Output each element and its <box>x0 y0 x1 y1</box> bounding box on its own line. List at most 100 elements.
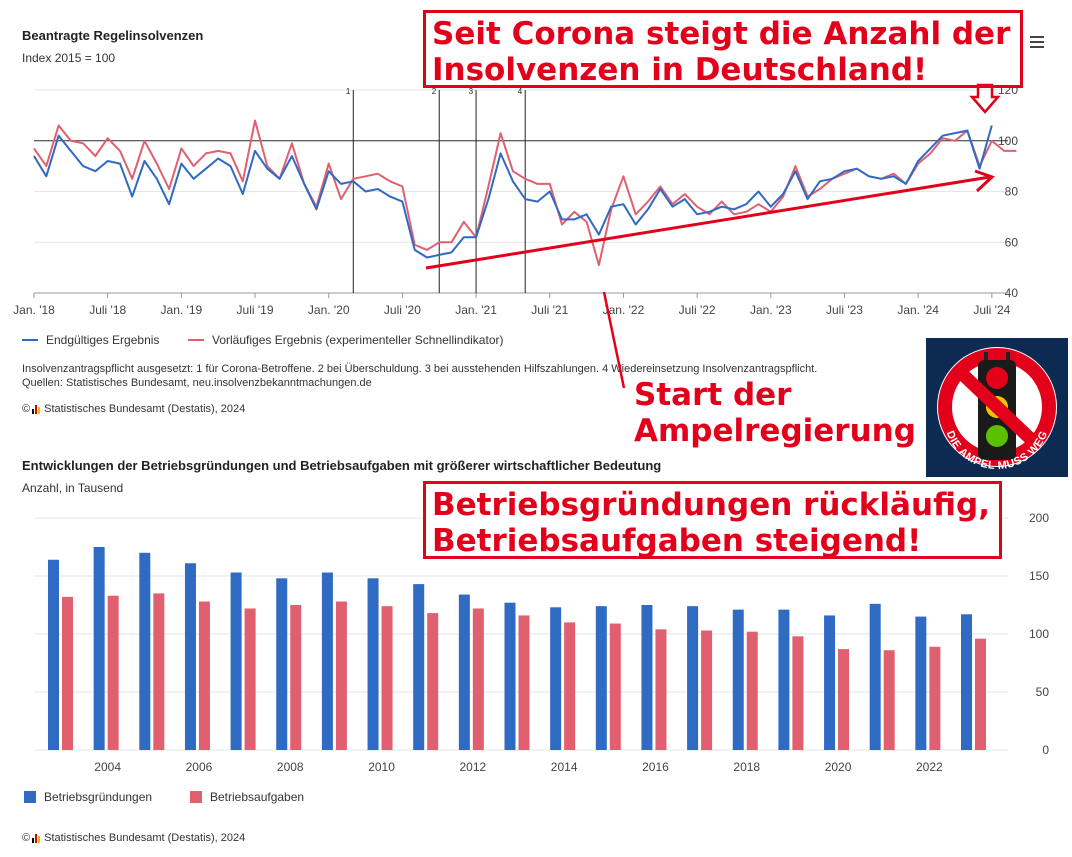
hamburger-menu-icon[interactable] <box>1030 36 1044 48</box>
chart2-title: Entwicklungen der Betriebsgründungen und… <box>22 458 662 473</box>
x-tick-label: Juli '24 <box>973 303 1010 317</box>
event-marker-label: 2 <box>432 87 437 96</box>
y-tick-label: 50 <box>1036 685 1050 699</box>
bar-closures <box>746 631 758 750</box>
x-tick-label: 2022 <box>916 760 943 774</box>
legend-line-red-icon <box>188 339 204 341</box>
bar-closures <box>518 615 530 750</box>
bar-closures <box>290 605 302 750</box>
legend-label-foundings: Betriebsgründungen <box>44 790 153 804</box>
bar-closures <box>564 622 576 750</box>
legend-label-preliminary: Vorläufiges Ergebnis (experimenteller Sc… <box>212 333 504 347</box>
y-tick-label: 200 <box>1029 511 1049 525</box>
bar-foundings <box>824 615 836 750</box>
y-tick-label: 150 <box>1029 569 1049 583</box>
legend-item-final[interactable]: Endgültiges Ergebnis <box>22 333 159 347</box>
bar-foundings <box>595 606 607 750</box>
destatis-logo-icon <box>32 404 41 414</box>
x-tick-label: Juli '23 <box>826 303 863 317</box>
bar-closures <box>838 649 850 750</box>
y-tick-label: 40 <box>1005 286 1019 300</box>
bar-closures <box>609 623 621 750</box>
chart1-source: Statistisches Bundesamt (Destatis), 2024 <box>44 403 246 415</box>
x-tick-label: Jan. '20 <box>308 303 350 317</box>
x-tick-label: Juli '21 <box>531 303 568 317</box>
traffic-light-prohibition-icon: DIE AMPEL MUSS WEG <box>937 347 1057 472</box>
x-tick-label: Jan. '22 <box>603 303 645 317</box>
bar-closures <box>107 595 119 750</box>
chart1-sources: Quellen: Statistisches Bundesamt, neu.in… <box>22 377 372 389</box>
bar-closures <box>335 601 347 750</box>
bar-closures <box>381 606 393 750</box>
annotation-bottom-line1: Betriebsgründungen rückläufig, <box>432 487 990 523</box>
legend-label-closures: Betriebsaufgaben <box>210 790 305 804</box>
annotation-middle-line1: Start der <box>634 377 792 413</box>
x-tick-label: 2012 <box>459 760 486 774</box>
bar-foundings <box>732 609 744 750</box>
legend-label-final: Endgültiges Ergebnis <box>46 333 160 347</box>
x-tick-label: 2018 <box>733 760 760 774</box>
bar-foundings <box>413 584 425 750</box>
bar-foundings <box>687 606 699 750</box>
event-marker-label: 3 <box>469 87 474 96</box>
bar-closures <box>792 636 804 750</box>
x-tick-label: Juli '20 <box>384 303 421 317</box>
legend-item-preliminary[interactable]: Vorläufiges Ergebnis (experimenteller Sc… <box>188 333 503 347</box>
bar-closures <box>883 650 895 750</box>
bar-foundings <box>367 578 379 750</box>
legend-item-closures[interactable]: Betriebsaufgaben <box>190 790 304 804</box>
bar-foundings <box>93 547 105 750</box>
legend-line-blue-icon <box>22 339 38 341</box>
bar-closures <box>153 593 165 750</box>
y-tick-label: 60 <box>1005 235 1019 249</box>
chart2-source-line: © Statistisches Bundesamt (Destatis), 20… <box>22 832 245 844</box>
y-tick-label: 100 <box>1029 627 1049 641</box>
chart1-source-line: © Statistisches Bundesamt (Destatis), 20… <box>22 403 245 415</box>
bar-foundings <box>230 572 242 750</box>
event-marker-label: 4 <box>518 87 523 96</box>
annotation-bottom-line2: Betriebsaufgaben steigend! <box>432 522 922 559</box>
y-tick-label: 0 <box>1042 743 1049 757</box>
bar-foundings <box>961 614 972 750</box>
bar-foundings <box>778 609 790 750</box>
destatis-logo-icon <box>32 833 41 843</box>
bar-closures <box>427 613 439 750</box>
x-tick-label: 2020 <box>825 760 852 774</box>
x-tick-label: 2016 <box>642 760 669 774</box>
copyright-icon: © <box>22 403 31 415</box>
x-tick-label: Jan. '24 <box>897 303 939 317</box>
bar-closures <box>929 646 941 750</box>
annotation-middle: Start der Ampelregierung <box>634 377 916 449</box>
bar-closures <box>655 629 667 750</box>
chart1-subtitle: Index 2015 = 100 <box>22 51 116 65</box>
bar-foundings <box>321 572 333 750</box>
bar-closures <box>472 608 484 750</box>
legend-box-blue-icon <box>24 791 36 803</box>
x-tick-label: Jan. '23 <box>750 303 792 317</box>
chart2-subtitle: Anzahl, in Tausend <box>22 481 124 495</box>
bar-foundings <box>184 563 196 750</box>
annotation-bottom: Betriebsgründungen rückläufig, Betriebsa… <box>423 481 1002 559</box>
chart2-source: Statistisches Bundesamt (Destatis), 2024 <box>44 832 246 844</box>
x-tick-label: 2010 <box>368 760 395 774</box>
bar-foundings <box>915 616 927 750</box>
bar-foundings <box>641 605 653 750</box>
business-bar-chart: 0 50 100 150 200 2004 2006 2008 2010 2012 2014 2016… <box>34 511 1050 774</box>
ampel-badge: DIE AMPEL MUSS WEG <box>926 338 1068 477</box>
x-tick-label: 2004 <box>94 760 121 774</box>
x-tick-label: 2014 <box>551 760 578 774</box>
bar-foundings <box>869 603 881 750</box>
bar-closures <box>62 596 73 750</box>
y-tick-label: 80 <box>1005 185 1019 199</box>
legend-item-foundings[interactable]: Betriebsgründungen <box>24 790 152 804</box>
x-tick-label: 2008 <box>277 760 304 774</box>
annotation-middle-line2: Ampelregierung <box>634 412 916 449</box>
x-tick-label: Jan. '18 <box>13 303 55 317</box>
bar-closures <box>198 601 210 750</box>
x-tick-label: Juli '18 <box>89 303 126 317</box>
x-tick-label: Jan. '19 <box>161 303 203 317</box>
x-tick-label: Juli '19 <box>237 303 274 317</box>
bar-foundings <box>550 607 562 750</box>
x-tick-label: Jan. '21 <box>455 303 497 317</box>
